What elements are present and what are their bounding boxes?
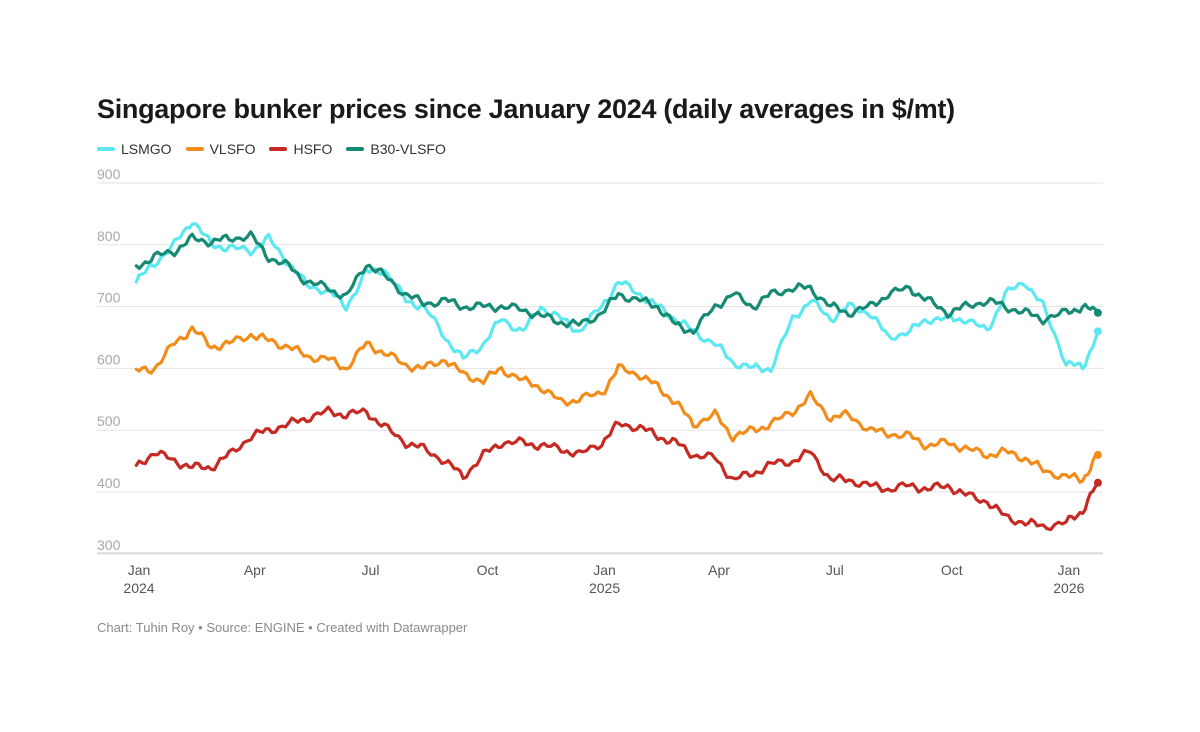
x-tick-label: Jul — [362, 562, 380, 578]
x-tick-label: Oct — [941, 562, 963, 578]
legend-item: LSMGO — [97, 141, 172, 157]
x-tick-label: Oct — [477, 562, 499, 578]
legend-label: LSMGO — [121, 141, 172, 157]
legend-label: HSFO — [293, 141, 333, 157]
y-tick-label: 400 — [97, 475, 121, 491]
x-tick-sublabel: 2024 — [123, 580, 154, 596]
x-tick-label: Jan — [593, 562, 616, 578]
legend-item: B30-VLSFO — [346, 141, 446, 157]
chart-title: Singapore bunker prices since January 20… — [97, 94, 955, 124]
y-tick-label: 800 — [97, 228, 121, 244]
legend-swatch — [346, 147, 365, 151]
y-tick-label: 700 — [97, 290, 121, 306]
series-end-point-lsmgo — [1093, 327, 1102, 336]
legend-item: HSFO — [269, 141, 332, 157]
x-tick-sublabel: 2025 — [589, 580, 620, 596]
chart-footer: Chart: Tuhin Roy • Source: ENGINE • Crea… — [97, 620, 468, 635]
x-tick-label: Jul — [826, 562, 844, 578]
x-tick-label: Apr — [708, 562, 730, 578]
legend-label: VLSFO — [209, 141, 256, 157]
series-end-point-hsfo — [1093, 478, 1102, 487]
legend-label: B30-VLSFO — [370, 141, 446, 157]
x-tick-sublabel: 2026 — [1053, 580, 1084, 596]
legend-item: VLSFO — [185, 141, 256, 157]
chart-legend: LSMGO VLSFO HSFO B30-VLSFO — [97, 141, 446, 157]
y-tick-label: 500 — [97, 413, 121, 429]
legend-swatch — [97, 147, 115, 151]
y-tick-label: 900 — [97, 166, 121, 182]
series-end-point-vlsfo — [1093, 450, 1102, 459]
y-tick-label: 300 — [97, 537, 121, 553]
series-end-point-b30-vlsfo — [1093, 308, 1102, 317]
legend-swatch — [185, 147, 204, 151]
x-tick-label: Apr — [244, 562, 266, 578]
series-line-hsfo — [134, 405, 1100, 532]
x-tick-label: Jan — [1058, 562, 1081, 578]
y-tick-label: 600 — [97, 351, 121, 367]
legend-swatch — [269, 147, 288, 151]
series-line-vlsfo — [134, 325, 1100, 484]
series-line-b30-vlsfo — [134, 230, 1100, 335]
x-tick-label: Jan — [128, 562, 151, 578]
